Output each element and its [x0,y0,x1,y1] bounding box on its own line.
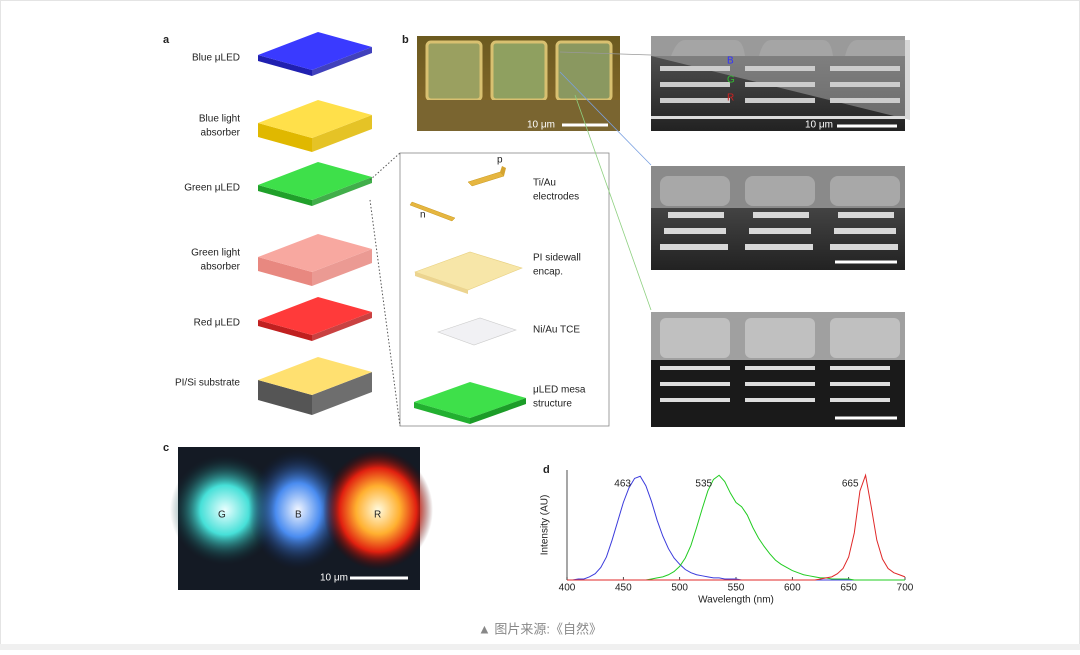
electrode-label: n [420,210,426,221]
inset-label: electrodes [533,192,579,203]
layer-front [258,320,312,341]
connector [574,94,652,311]
spectrum-chart: 400 450 500 550 600 650 700 Wavelength (nm) Inte… [540,470,914,606]
x-tick-label: 450 [615,583,632,594]
x-axis-label: Wavelength (nm) [698,595,774,606]
layer-top [258,297,372,335]
scale-label: 10 μm [805,120,833,131]
inset-label: Ni/Au TCE [533,325,580,336]
inset-label: encap. [533,267,563,278]
layer-label: absorber [201,128,241,139]
layer-side [312,372,372,415]
inset-box [399,152,610,427]
bottom-band [0,644,1080,650]
layer-label: Red μLED [194,318,240,329]
layer-front [258,257,312,286]
optical-image [417,36,620,131]
layer-front [258,185,312,206]
layer-side [312,115,372,152]
layer-label: absorber [201,262,241,273]
layer-label: Blue μLED [192,53,240,64]
sem-image [651,312,905,427]
panel-label: a [163,34,170,46]
layer-label: Green μLED [184,183,240,194]
panel-label: b [402,34,409,46]
layer-label: B [727,56,734,67]
layer-label: G [727,75,735,86]
peak-label: 665 [842,479,859,490]
x-tick-label: 400 [559,583,576,594]
layer-label: R [727,93,734,104]
spectrum-line [567,475,905,581]
layer-side [312,47,372,76]
layer-front [258,380,312,415]
y-axis-label: Intensity (AU) [540,495,551,556]
pixel-label: R [374,510,381,521]
layer-side [312,177,372,206]
inset-drawings [409,166,526,424]
layer-top [258,162,372,200]
peak-label: 463 [614,479,631,490]
electrode-label: p [497,155,503,166]
layer-top [258,100,372,138]
x-tick-label: 550 [728,583,745,594]
panel-label: d [543,464,550,476]
connector [369,199,401,427]
x-tick-label: 500 [671,583,688,594]
scale-label: 10 μm [527,120,555,131]
layer-side [312,249,372,286]
sem-image [651,36,910,131]
layer-label: Green light [191,248,240,259]
x-tick-label: 600 [784,583,801,594]
pixel-label: B [295,510,302,521]
panel-label: c [163,442,169,454]
caption: ▲ 图片来源:《自然》 [478,621,602,636]
layer-front [258,123,312,152]
layer-label: PI/Si substrate [175,378,240,389]
x-tick-label: 650 [840,583,857,594]
pixel-label: G [218,510,226,521]
connector [559,71,652,166]
layer-top [258,357,372,395]
layer-label: Blue light [199,114,240,125]
x-tick-label: 700 [897,583,914,594]
sem-image [651,166,905,270]
layer-front [258,55,312,76]
inset-label: structure [533,399,572,410]
emission-image [170,447,433,590]
layer-stack: Blue μLED Blue light absorber Green μLED Gre… [175,32,372,415]
inset-label: μLED mesa [533,385,586,396]
inset-labels: Ti/Au electrodes PI sidewall encap. Ni/Au TC… [533,178,586,410]
connector [559,51,652,56]
inset-label: PI sidewall [533,253,581,264]
layer-top [258,32,372,70]
layer-top [258,234,372,272]
layer-side [312,312,372,341]
peak-label: 535 [695,479,712,490]
spectrum-line [567,473,906,581]
scale-label: 10 μm [320,573,348,584]
inset-label: Ti/Au [533,178,556,189]
